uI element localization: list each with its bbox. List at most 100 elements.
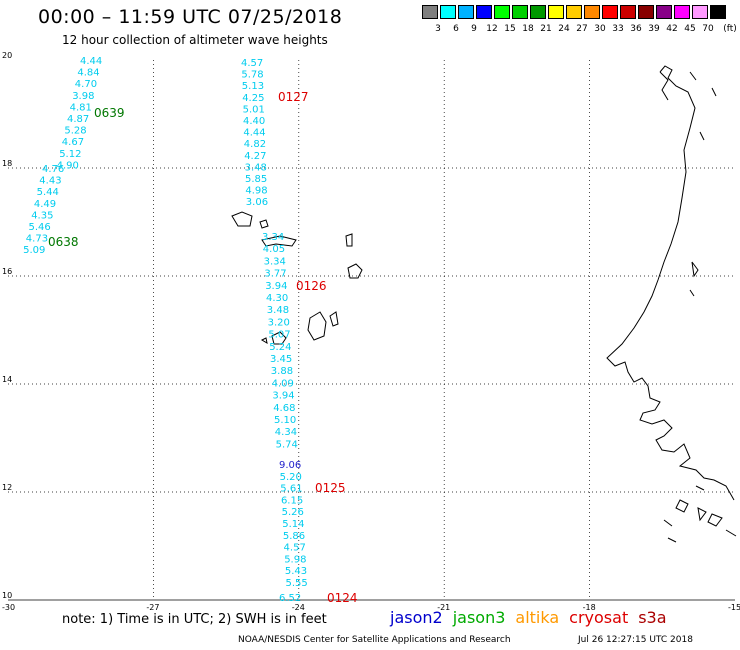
pass-time-label: 0638 xyxy=(48,235,79,249)
legend-swatch xyxy=(674,5,690,19)
wave-height-label: 5.85 xyxy=(245,174,267,185)
pass-time-label: 0127 xyxy=(278,90,309,104)
island-brava xyxy=(260,337,268,345)
wave-height-label: 3.34 xyxy=(264,256,286,267)
wave-height-label: 4.82 xyxy=(244,139,266,150)
island-sao-vicente xyxy=(259,219,269,229)
coast-island-bijagos-2 xyxy=(697,507,707,522)
wave-height-label: 3.77 xyxy=(264,269,286,280)
track-pass-0125: 9.065.205.616.155.265.145.864.575.985.43… xyxy=(279,460,346,589)
wave-height-label: 9.06 xyxy=(279,460,301,471)
legend-label: 39 xyxy=(648,24,660,34)
track-pass-0127: 4.575.785.134.255.014.404.444.824.273.48… xyxy=(241,58,309,208)
coast-inlet xyxy=(659,71,669,101)
wave-height-label: 5.20 xyxy=(280,472,302,483)
generation-timestamp: Jul 26 12:27:15 UTC 2018 xyxy=(578,635,693,645)
lat-tick-label: 18 xyxy=(2,159,12,168)
wave-height-label: 4.34 xyxy=(275,427,297,438)
lat-tick-label: 20 xyxy=(2,51,12,60)
legend-label: 30 xyxy=(594,24,606,34)
wave-height-label: 5.09 xyxy=(23,245,45,256)
track-pass-0639: 4.444.844.703.984.814.875.284.675.124.90… xyxy=(57,56,125,171)
wave-height-label: 5.55 xyxy=(286,578,308,589)
legend-swatch xyxy=(566,5,582,19)
legend-swatch xyxy=(512,5,528,19)
lon-tick-label: -27 xyxy=(146,603,159,612)
lon-tick-label: -30 xyxy=(2,603,15,612)
legend-swatch xyxy=(476,5,492,19)
wave-height-label: 5.24 xyxy=(269,342,291,353)
island-maio xyxy=(329,311,339,327)
coast-island-bijagos xyxy=(675,499,689,513)
wave-height-label: 4.25 xyxy=(242,93,264,104)
wave-height-label: 4.76 xyxy=(42,164,64,175)
legend-swatch xyxy=(584,5,600,19)
legend-label: 6 xyxy=(453,24,459,34)
legend-label: 24 xyxy=(558,24,570,34)
island-sal xyxy=(345,233,353,247)
legend-label: 42 xyxy=(666,24,678,34)
altimeter-tracks: 4.444.844.703.984.814.875.284.675.124.90… xyxy=(23,56,357,605)
legend-label: 27 xyxy=(576,24,588,34)
legend-label: 3 xyxy=(435,24,441,34)
lat-lon-grid: -30 -27 -24 -21 -18 -15 20 18 16 14 12 10 xyxy=(2,51,740,612)
wave-height-label: 4.05 xyxy=(263,244,285,255)
pass-time-label: 0125 xyxy=(315,481,346,495)
wave-height-label: 5.13 xyxy=(242,81,264,92)
units-note: note: 1) Time is in UTC; 2) SWH is in fe… xyxy=(62,612,327,627)
legend-label: 33 xyxy=(612,24,624,34)
legend-swatch xyxy=(440,5,456,19)
lon-tick-label: -18 xyxy=(583,603,596,612)
legend-label: 21 xyxy=(540,24,552,34)
wave-height-label: 5.43 xyxy=(285,566,307,577)
satellite-cryosat: cryosat xyxy=(569,608,629,627)
legend-swatch xyxy=(602,5,618,19)
wave-height-label: 4.40 xyxy=(243,116,265,127)
wave-height-label: 4.81 xyxy=(70,102,92,113)
satellite-legend: jason2 jason3 altika cryosat s3a xyxy=(390,608,677,627)
wave-height-label: 5.10 xyxy=(274,415,296,426)
wave-height-label: 3.20 xyxy=(268,317,290,328)
legend-label: 12 xyxy=(486,24,498,34)
mainland-coastline xyxy=(606,65,735,501)
wave-height-label: 3.48 xyxy=(245,162,267,173)
wave-height-label: 4.84 xyxy=(77,68,99,79)
wave-height-label: 3.45 xyxy=(270,354,292,365)
coast-north xyxy=(689,71,717,141)
pass-time-label: 0639 xyxy=(94,106,125,120)
legend-swatch xyxy=(422,5,438,19)
wave-height-label: 3.94 xyxy=(265,281,287,292)
legend-label: 70 xyxy=(702,24,714,34)
legend-swatch xyxy=(458,5,474,19)
page-subtitle: 12 hour collection of altimeter wave hei… xyxy=(62,33,328,47)
wave-height-label: 3.88 xyxy=(271,366,293,377)
wave-height-label: 5.46 xyxy=(29,222,51,233)
legend-label: 45 xyxy=(684,24,696,34)
wave-height-label: 4.27 xyxy=(244,151,266,162)
wave-height-label: 5.86 xyxy=(283,531,305,542)
wave-height-label: 4.44 xyxy=(80,56,102,67)
wave-height-label: 3.48 xyxy=(267,305,289,316)
legend-swatch xyxy=(656,5,672,19)
coastline xyxy=(231,65,737,543)
wave-height-label: 3.06 xyxy=(246,197,268,208)
lon-tick-label: -15 xyxy=(728,603,740,612)
pass-time-label: 0124 xyxy=(327,591,358,605)
legend-swatch xyxy=(710,5,726,19)
wave-height-label: 3.94 xyxy=(272,391,294,402)
coast-island-bijagos-3 xyxy=(707,513,723,527)
island-fogo xyxy=(271,331,287,345)
satellite-jason2: jason2 xyxy=(390,608,443,627)
legend-swatch xyxy=(692,5,708,19)
wave-height-label: 5.78 xyxy=(241,70,263,81)
wave-height-label: 5.74 xyxy=(276,439,298,450)
lon-tick-label: -24 xyxy=(292,603,305,612)
credit-line: NOAA/NESDIS Center for Satellite Applica… xyxy=(238,635,511,645)
wave-height-label: 4.98 xyxy=(245,186,267,197)
island-santiago xyxy=(307,311,327,341)
wave-height-label: 4.70 xyxy=(75,79,97,90)
lon-tick-label: -21 xyxy=(437,603,450,612)
lat-tick-label: 14 xyxy=(2,375,12,384)
legend-swatch xyxy=(530,5,546,19)
satellite-s3a: s3a xyxy=(638,608,667,627)
